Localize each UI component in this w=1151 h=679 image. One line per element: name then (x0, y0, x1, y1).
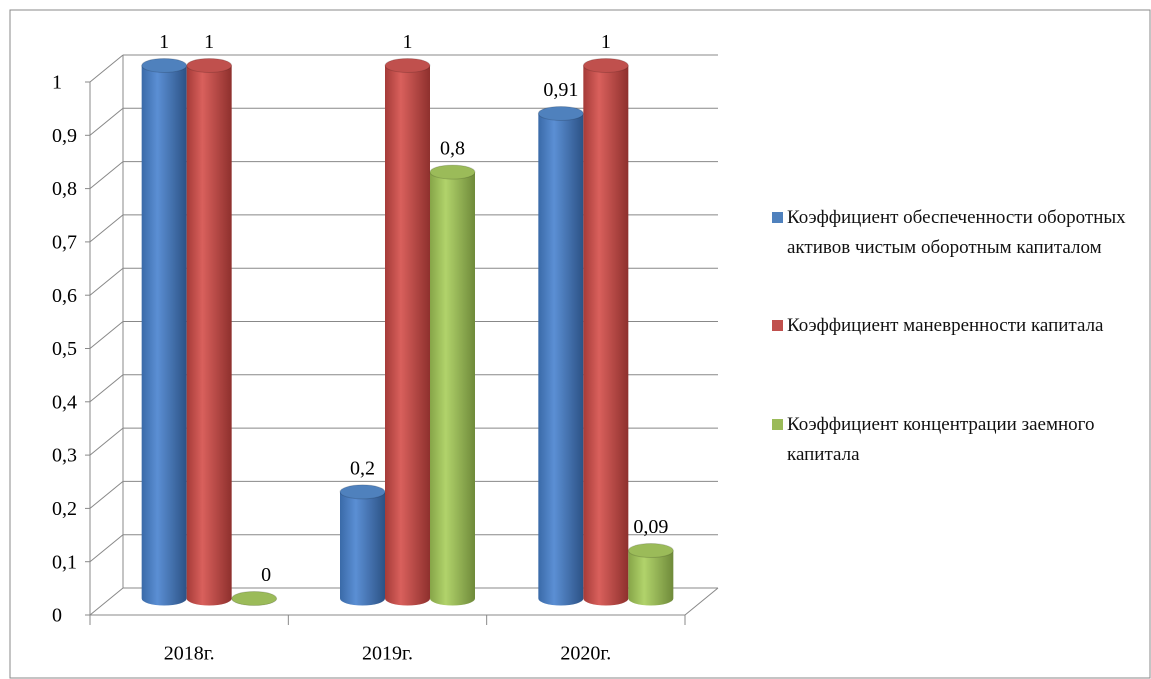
y-tick-label: 1 (52, 72, 62, 94)
grid-line (89, 374, 124, 403)
value-label: 1 (204, 31, 214, 53)
bar (385, 65, 430, 606)
value-label: 0,8 (440, 138, 465, 160)
legend-item: Коэффициент маневренности капитала (772, 311, 1132, 341)
floor-right (684, 587, 719, 616)
grid-line (89, 321, 124, 349)
value-label: 1 (601, 31, 611, 53)
bar-top (429, 164, 476, 180)
x-tick-label: 2019г. (362, 643, 413, 665)
grid-line (89, 534, 124, 563)
bar (628, 550, 674, 606)
x-tick-label: 2020г. (560, 643, 611, 665)
legend-label: Коэффициент маневренности капитала (787, 315, 1104, 336)
bar-top (384, 58, 431, 73)
bar-top (231, 591, 278, 606)
bar-top (186, 58, 233, 73)
bar (430, 172, 475, 606)
value-label: 0,2 (350, 457, 375, 479)
grid-line (89, 214, 124, 243)
value-label: 1 (159, 31, 169, 53)
y-tick-label: 0,7 (52, 231, 77, 253)
y-tick-label: 0,5 (52, 338, 77, 360)
y-tick-label: 0 (52, 605, 62, 627)
bar (186, 65, 232, 606)
legend-label: Коэффициент концентрации заемного капита… (787, 414, 1095, 465)
bar-top (627, 543, 674, 559)
y-tick-label: 0,3 (52, 445, 77, 467)
bar (583, 65, 629, 606)
legend-swatch (772, 320, 783, 331)
y-tick-label: 0,2 (52, 498, 77, 520)
y-tick-label: 0,4 (52, 391, 77, 413)
value-label: 0,91 (543, 79, 578, 101)
bar (340, 491, 385, 606)
bar-top (537, 105, 584, 121)
x-tick-label: 2018г. (164, 643, 215, 665)
grid-line (89, 481, 124, 509)
bar (141, 65, 187, 606)
grid-line (89, 107, 124, 136)
legend-item: Коэффициент концентрации заемного капита… (772, 410, 1132, 470)
bar (538, 113, 584, 606)
y-tick-label: 0,8 (52, 178, 77, 200)
grid-line (89, 587, 124, 616)
y-tick-label: 0,9 (52, 125, 77, 147)
grid-line (89, 54, 124, 83)
value-label: 0,09 (633, 516, 668, 538)
legend-swatch (772, 419, 783, 430)
bar-top (582, 58, 629, 73)
grid-line (89, 161, 124, 189)
frame (9, 9, 1151, 679)
y-tick-label: 0,6 (52, 285, 77, 307)
bar-top (141, 58, 188, 73)
legend-label: Коэффициент обеспеченности оборотных акт… (787, 207, 1126, 258)
grid-line (89, 267, 124, 296)
legend-item: Коэффициент обеспеченности оборотных акт… (772, 203, 1132, 263)
y-tick-label: 0,1 (52, 551, 77, 573)
value-label: 0 (261, 564, 271, 586)
grid-line (89, 427, 124, 456)
bar-top (339, 484, 386, 500)
value-label: 1 (403, 31, 413, 53)
legend-swatch (772, 212, 783, 223)
